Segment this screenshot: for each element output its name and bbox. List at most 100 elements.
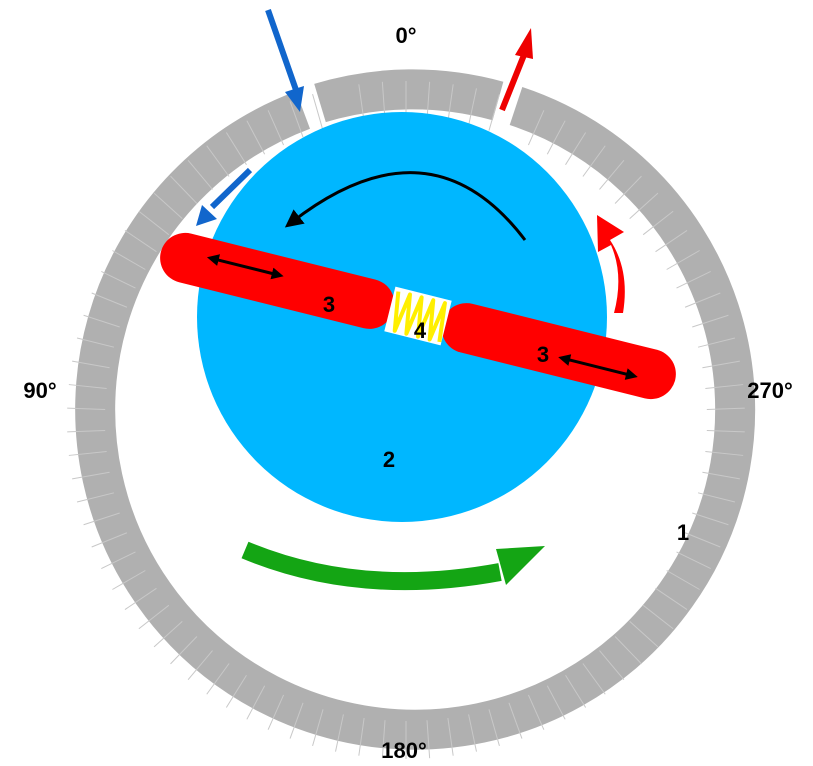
housing-tick bbox=[488, 93, 500, 131]
inlet-arrow-icon bbox=[265, 9, 304, 112]
housing-tick bbox=[124, 587, 157, 610]
housing-tick bbox=[447, 718, 454, 756]
housing-tick bbox=[702, 360, 740, 369]
housing-tick bbox=[101, 551, 136, 570]
housing-tick bbox=[187, 650, 213, 681]
angle-label-bottom: 180° bbox=[381, 738, 427, 763]
housing-tick bbox=[706, 430, 745, 433]
housing-tick bbox=[67, 430, 106, 433]
housing-tick bbox=[289, 702, 304, 739]
intake-flow-arrow-icon bbox=[196, 167, 253, 226]
exhaust-flow-arrow-icon bbox=[597, 215, 625, 313]
housing-tick bbox=[697, 492, 736, 503]
housing-tick bbox=[206, 663, 230, 695]
housing-tick bbox=[246, 120, 266, 155]
housing-tick bbox=[684, 532, 721, 548]
housing-tick bbox=[447, 84, 454, 122]
housing-tick bbox=[527, 694, 545, 730]
housing-tick bbox=[112, 570, 146, 590]
housing-tick bbox=[225, 674, 247, 708]
angle-label-right: 270° bbox=[747, 378, 793, 403]
label-rotor: 2 bbox=[383, 447, 395, 472]
housing-top-segment bbox=[314, 69, 504, 123]
housing-tick bbox=[527, 110, 545, 146]
housing-tick bbox=[642, 210, 674, 236]
angle-label-top: 0° bbox=[395, 23, 416, 48]
housing-tick bbox=[629, 192, 659, 219]
outlet-arrow-icon bbox=[499, 28, 533, 112]
housing-tick bbox=[170, 175, 198, 204]
housing-tick bbox=[76, 492, 115, 503]
housing-tick bbox=[381, 720, 386, 759]
housing-tick bbox=[72, 471, 110, 480]
housing-tick bbox=[335, 714, 344, 752]
vane-assembly bbox=[160, 232, 676, 400]
housing-tick bbox=[91, 292, 128, 308]
housing-tick bbox=[702, 471, 740, 480]
angle-label-left: 90° bbox=[23, 378, 56, 403]
housing-tick bbox=[225, 132, 247, 166]
housing-tick bbox=[614, 175, 642, 204]
housing-tick bbox=[488, 709, 500, 747]
label-housing: 1 bbox=[677, 520, 689, 545]
housing-arc bbox=[75, 87, 756, 750]
housing-tick bbox=[655, 230, 688, 253]
label-spring: 4 bbox=[414, 318, 427, 343]
housing-tick bbox=[67, 407, 106, 410]
housing-tick bbox=[153, 621, 183, 648]
housing-tick bbox=[267, 110, 285, 146]
housing-ring bbox=[67, 69, 756, 759]
housing-tick bbox=[68, 384, 107, 390]
housing-tick bbox=[565, 132, 587, 166]
housing-tick bbox=[68, 450, 107, 456]
housing-tick bbox=[468, 714, 477, 752]
housing-tick bbox=[426, 720, 431, 759]
housing-tick bbox=[706, 407, 745, 410]
housing-tick bbox=[655, 587, 688, 610]
housing-tick bbox=[582, 145, 606, 177]
housing-tick bbox=[565, 674, 587, 708]
housing-tick bbox=[72, 360, 110, 369]
housing-tick bbox=[124, 230, 157, 253]
housing-tick bbox=[614, 636, 642, 665]
rotor-rotation-arrow bbox=[284, 171, 527, 241]
label-vane-left: 3 bbox=[323, 292, 335, 317]
housing-tick bbox=[468, 88, 477, 126]
housing-tick bbox=[629, 621, 659, 648]
housing-tick bbox=[138, 604, 170, 630]
housing-tick bbox=[358, 84, 365, 122]
housing-tick bbox=[358, 718, 365, 756]
housing-tick bbox=[76, 337, 115, 348]
housing-tick bbox=[676, 270, 711, 289]
curved-arrow-icon bbox=[241, 541, 545, 591]
housing-tick bbox=[153, 192, 183, 219]
housing-tick bbox=[187, 159, 213, 190]
housing-tick bbox=[692, 314, 729, 328]
housing-tick bbox=[312, 93, 324, 131]
housing-tick bbox=[138, 210, 170, 236]
housing-tick bbox=[676, 551, 711, 570]
housing-tick bbox=[289, 101, 304, 138]
housing-tick bbox=[112, 250, 146, 270]
housing-tick bbox=[508, 702, 523, 739]
housing-tick bbox=[642, 604, 674, 630]
housing-tick bbox=[170, 636, 198, 665]
housing-tick bbox=[83, 314, 120, 328]
housing-tick-marks bbox=[67, 81, 745, 759]
housing-tick bbox=[206, 145, 230, 177]
housing-tick bbox=[312, 709, 324, 747]
spring bbox=[392, 291, 447, 343]
housing-tick bbox=[426, 81, 431, 120]
housing-tick bbox=[599, 159, 625, 190]
vane-left-motion-arrow bbox=[206, 254, 284, 280]
housing-tick bbox=[666, 250, 700, 270]
housing-tick bbox=[83, 512, 120, 526]
housing-tick bbox=[684, 292, 721, 308]
label-vane-right: 3 bbox=[537, 342, 549, 367]
vane-right-motion-arrow bbox=[558, 354, 638, 380]
housing-tick bbox=[546, 685, 566, 720]
housing-tick bbox=[91, 532, 128, 548]
housing-tick bbox=[582, 663, 606, 695]
housing-tick bbox=[666, 570, 700, 590]
